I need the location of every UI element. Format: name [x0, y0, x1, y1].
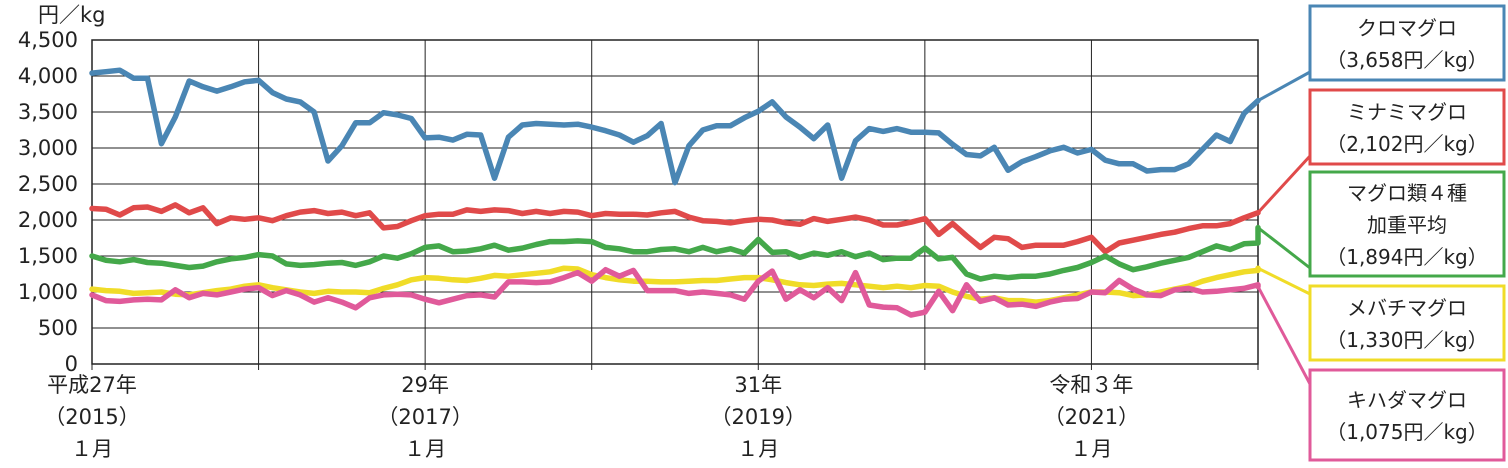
legend-connector	[1257, 266, 1311, 296]
legend-label: （1,075円／kg）	[1326, 420, 1488, 444]
legend-connector	[1256, 154, 1312, 214]
legend-box	[1308, 88, 1506, 166]
y-tick-label: 4,000	[18, 64, 78, 88]
grid	[91, 39, 1259, 370]
legend-label: キハダマグロ	[1347, 388, 1467, 412]
legend-label: （1,330円／kg）	[1326, 328, 1488, 352]
legend-label: マグロ類４種	[1347, 181, 1467, 205]
legend-label: （1,894円／kg）	[1326, 245, 1488, 269]
legend-box	[1308, 4, 1506, 82]
y-tick-label: 2,500	[18, 172, 78, 196]
series-line-3	[89, 224, 1261, 282]
y-tick-label: 500	[38, 316, 78, 340]
x-tick-label: 31年	[734, 373, 782, 397]
legend-label: 加重平均	[1367, 213, 1447, 237]
y-axis-ticks: 4,500 4,000 3,500 3,000 2,500 2,000 1,500 1,000…	[18, 28, 78, 376]
x-tick-label: １月	[404, 437, 446, 461]
legend-box	[1308, 170, 1506, 278]
legend-box	[1308, 284, 1506, 362]
legend-label: メバチマグロ	[1347, 296, 1467, 320]
y-tick-label: 2,000	[18, 208, 78, 232]
x-tick-label: １月	[737, 437, 779, 461]
y-tick-label: 4,500	[18, 28, 78, 52]
x-tick-label: 29年	[401, 373, 449, 397]
y-tick-label: 0	[65, 352, 78, 376]
y-tick-label: 1,500	[18, 244, 78, 268]
x-axis-ticks: 平成27年 （2015） １月 29年 （2017） １月 31年 （2019） １月 令和３年 （…	[44, 373, 1139, 461]
y-tick-label: 3,500	[18, 100, 78, 124]
x-tick-label: １月	[1070, 437, 1112, 461]
x-tick-label: （2017）	[377, 405, 472, 429]
x-tick-label: 平成27年	[47, 373, 137, 397]
plot-frame	[91, 39, 1259, 365]
legend-connector	[1257, 226, 1311, 270]
x-tick-label: （2021）	[1044, 405, 1139, 429]
legend-connector	[1256, 285, 1312, 385]
series-line-2	[89, 202, 1261, 255]
series-group	[89, 67, 1261, 318]
legend-connector	[1257, 70, 1311, 102]
series-line-1	[89, 67, 1261, 186]
legend-label: （3,658円／kg）	[1326, 48, 1488, 72]
x-tick-label: （2019）	[711, 405, 806, 429]
x-tick-label: 令和３年	[1049, 373, 1133, 397]
legend-label: ミナミマグロ	[1347, 100, 1467, 124]
legend: クロマグロ （3,658円／kg） ミナミマグロ （2,102円／kg） マグロ類４種加…	[1256, 4, 1506, 462]
legend-label: （2,102円／kg）	[1326, 132, 1488, 156]
legend-box	[1308, 368, 1506, 462]
y-tick-label: 1,000	[18, 280, 78, 304]
y-tick-label: 3,000	[18, 136, 78, 160]
series-line-5	[89, 266, 1261, 318]
y-axis-unit-label: 円／kg	[38, 3, 106, 27]
x-tick-label: （2015）	[44, 405, 139, 429]
x-tick-label: １月	[71, 437, 113, 461]
legend-label: クロマグロ	[1357, 16, 1457, 40]
